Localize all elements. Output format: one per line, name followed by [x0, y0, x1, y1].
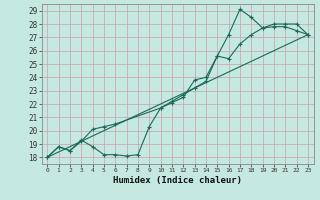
X-axis label: Humidex (Indice chaleur): Humidex (Indice chaleur) [113, 176, 242, 185]
